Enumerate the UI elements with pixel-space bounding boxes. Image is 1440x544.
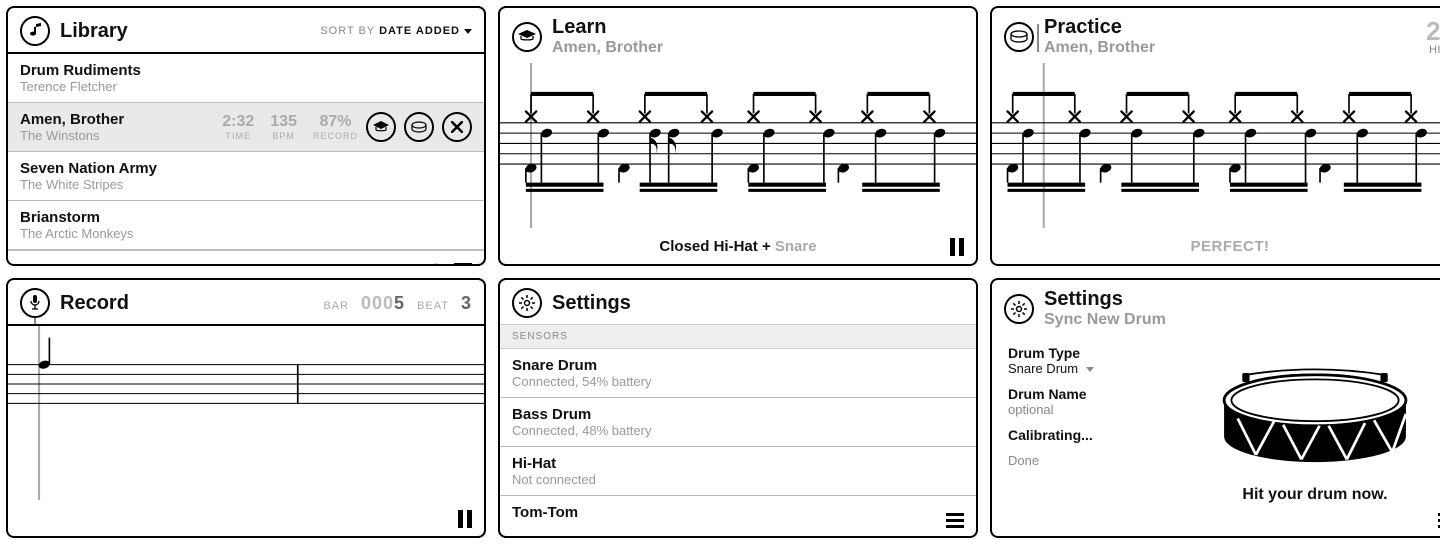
- library-row[interactable]: Drum Rudiments Terence Fletcher: [8, 54, 484, 102]
- learn-subtitle: Amen, Brother: [552, 39, 663, 57]
- record-panel: Record BAR 0005 BEAT 3: [6, 278, 486, 538]
- gear-icon: [512, 288, 542, 318]
- calibrating-label: Calibrating...: [1008, 427, 1158, 443]
- caret-down-icon: [1086, 367, 1094, 372]
- learn-button[interactable]: [366, 112, 396, 142]
- drum-type-label: Drum Type: [1008, 345, 1158, 361]
- sensor-list: Snare Drum Connected, 54% battery Bass D…: [500, 349, 976, 536]
- sensor-row[interactable]: Snare Drum Connected, 54% battery: [500, 349, 976, 398]
- header-cursor-stick: [1037, 24, 1039, 52]
- graduation-cap-icon: [512, 22, 542, 52]
- pause-icon[interactable]: [458, 510, 472, 528]
- music-note-icon: [20, 16, 50, 46]
- sync-panel: Settings Sync New Drum Drum Type Snare D…: [990, 278, 1440, 538]
- library-row[interactable]: Seven Nation Army The White Stripes: [8, 151, 484, 200]
- pause-icon[interactable]: [950, 238, 964, 256]
- done-button[interactable]: Done: [1008, 453, 1158, 468]
- drum-name-input[interactable]: optional: [1008, 402, 1158, 417]
- hits-counter: 23 HITS: [1426, 18, 1440, 56]
- add-icon[interactable]: +: [429, 257, 444, 264]
- learn-notation: [500, 63, 976, 228]
- drum-illustration: [1215, 368, 1415, 478]
- sync-hint: Hit your drum now.: [1242, 486, 1387, 504]
- settings-header: Settings: [500, 280, 976, 324]
- learn-title: Learn: [552, 16, 663, 39]
- drum-icon: [1004, 22, 1034, 52]
- record-counters: BAR 0005 BEAT 3: [323, 293, 472, 314]
- gear-icon: [1004, 294, 1034, 324]
- learn-header: Learn Amen, Brother: [500, 8, 976, 63]
- record-notation: [8, 326, 484, 500]
- library-row[interactable]: Brianstorm The Arctic Monkeys: [8, 200, 484, 250]
- menu-icon[interactable]: [454, 263, 472, 265]
- practice-panel: Practice Amen, Brother 23 HITS PERFECT!: [990, 6, 1440, 266]
- learn-panel: Learn Amen, Brother Closed Hi-Hat + Snar…: [498, 6, 978, 266]
- practice-header: Practice Amen, Brother 23 HITS: [992, 8, 1440, 63]
- caret-down-icon: [464, 29, 472, 34]
- library-panel: Library SORT BY DATE ADDED Drum Rudiment…: [6, 6, 486, 266]
- sensor-row[interactable]: Hi-Hat Not connected: [500, 447, 976, 496]
- practice-footer: PERFECT!: [992, 228, 1440, 264]
- sort-control[interactable]: SORT BY DATE ADDED: [320, 25, 472, 37]
- library-title: Library: [60, 20, 128, 43]
- practice-notation: [992, 63, 1440, 228]
- record-header: Record BAR 0005 BEAT 3: [8, 280, 484, 326]
- library-list: Drum Rudiments Terence Fletcher Amen, Br…: [8, 54, 484, 264]
- drum-name-label: Drum Name: [1008, 386, 1158, 402]
- settings-title: Settings: [552, 292, 631, 315]
- record-title: Record: [60, 292, 129, 315]
- library-header: Library SORT BY DATE ADDED: [8, 8, 484, 54]
- sync-title: Settings: [1044, 288, 1166, 311]
- sync-subtitle: Sync New Drum: [1044, 311, 1166, 329]
- practice-button[interactable]: [404, 112, 434, 142]
- section-sensors: SENSORS: [500, 324, 976, 349]
- sensor-row[interactable]: Bass Drum Connected, 48% battery: [500, 398, 976, 447]
- practice-title: Practice: [1044, 16, 1155, 39]
- practice-subtitle: Amen, Brother: [1044, 39, 1155, 57]
- sensor-row[interactable]: Tom-Tom: [500, 496, 976, 529]
- menu-icon[interactable]: [946, 513, 964, 528]
- learn-footer: Closed Hi-Hat + Snare: [500, 228, 976, 264]
- close-button[interactable]: [442, 112, 472, 142]
- sync-header: Settings Sync New Drum: [992, 280, 1440, 335]
- drum-type-select[interactable]: Snare Drum: [1008, 361, 1158, 376]
- sync-form: Drum Type Snare Drum Drum Name optional …: [1008, 345, 1158, 526]
- settings-panel: Settings SENSORS Snare Drum Connected, 5…: [498, 278, 978, 538]
- library-row-active[interactable]: Amen, Brother The Winstons 2:32TIME 135B…: [8, 102, 484, 151]
- microphone-icon: [20, 288, 50, 318]
